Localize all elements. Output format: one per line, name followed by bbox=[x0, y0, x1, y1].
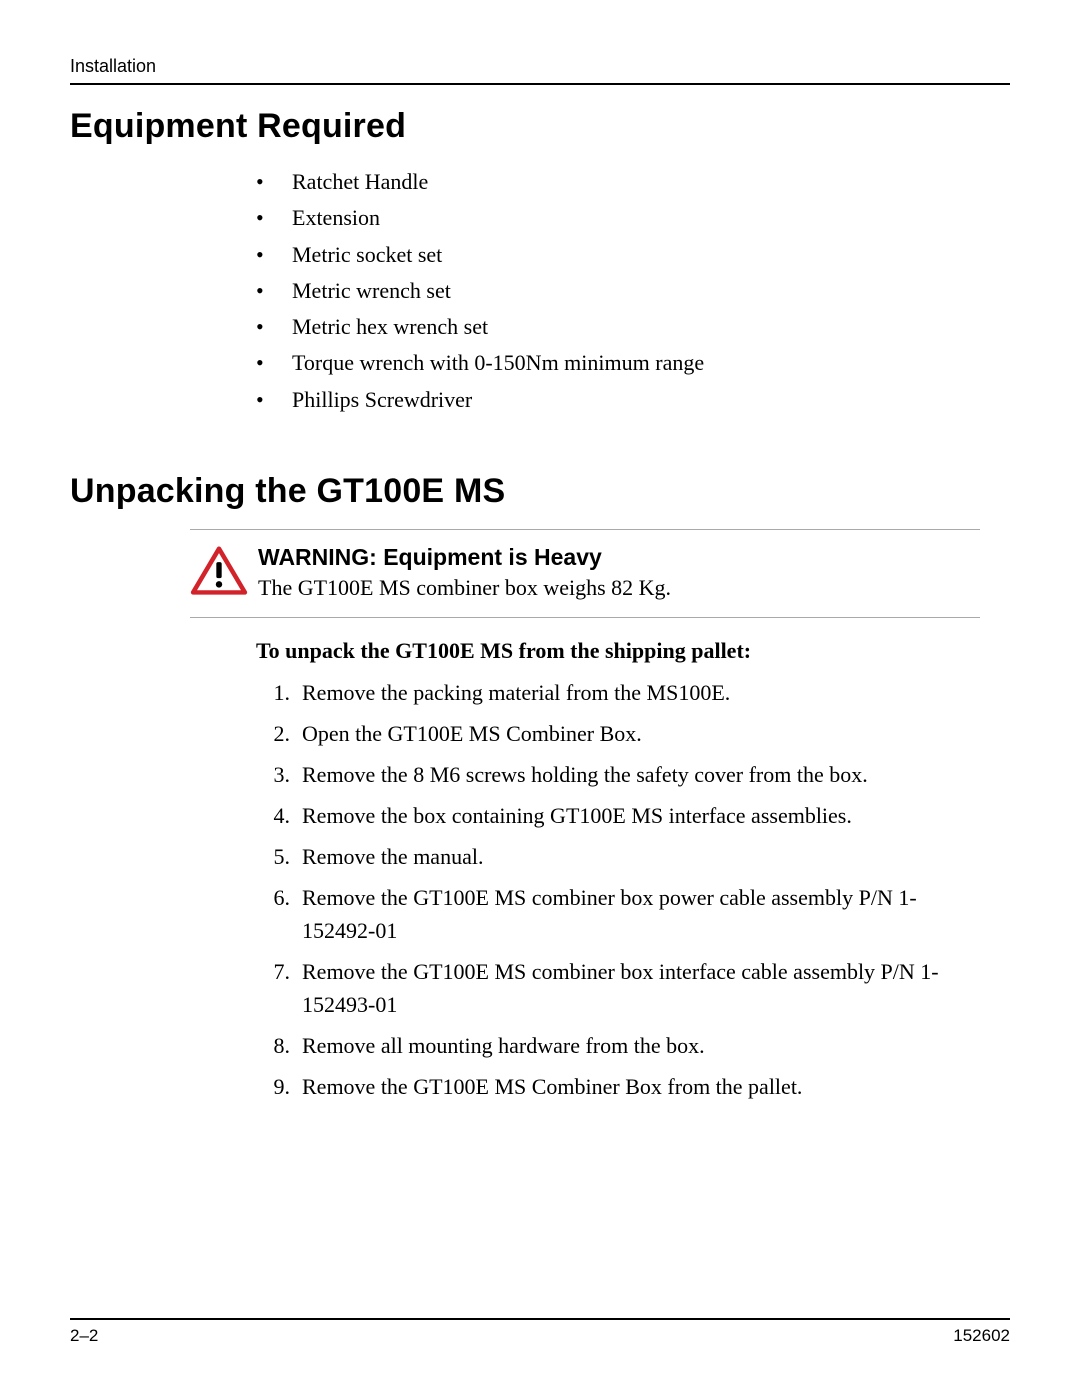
unpacking-heading: Unpacking the GT100E MS bbox=[70, 472, 1010, 511]
list-item: Metric hex wrench set bbox=[256, 309, 980, 345]
warning-block: WARNING: Equipment is Heavy The GT100E M… bbox=[190, 529, 980, 618]
unpack-steps-block: To unpack the GT100E MS from the shippin… bbox=[256, 638, 980, 1103]
unpack-subheading: To unpack the GT100E MS from the shippin… bbox=[256, 638, 980, 664]
warning-title: WARNING: Equipment is Heavy bbox=[258, 544, 671, 571]
list-item: Phillips Screwdriver bbox=[256, 382, 980, 418]
list-item: Remove the GT100E MS combiner box interf… bbox=[256, 955, 980, 1021]
list-item: Open the GT100E MS Combiner Box. bbox=[256, 717, 980, 750]
footer-rule bbox=[70, 1318, 1010, 1320]
page-footer: 2–2 152602 bbox=[70, 1318, 1010, 1346]
list-item: Remove the GT100E MS Combiner Box from t… bbox=[256, 1070, 980, 1103]
list-item: Remove the box containing GT100E MS inte… bbox=[256, 799, 980, 832]
list-item: Torque wrench with 0-150Nm minimum range bbox=[256, 345, 980, 381]
list-item: Remove the 8 M6 screws holding the safet… bbox=[256, 758, 980, 791]
equipment-required-heading: Equipment Required bbox=[70, 107, 1010, 146]
list-item: Remove the packing material from the MS1… bbox=[256, 676, 980, 709]
list-item: Remove all mounting hardware from the bo… bbox=[256, 1029, 980, 1062]
warning-rule-bottom bbox=[190, 617, 980, 618]
running-header: Installation bbox=[70, 56, 1010, 77]
footer-page-number: 2–2 bbox=[70, 1326, 98, 1346]
header-rule bbox=[70, 83, 1010, 85]
warning-body: The GT100E MS combiner box weighs 82 Kg. bbox=[258, 573, 671, 603]
warning-icon bbox=[190, 546, 248, 601]
list-item: Metric socket set bbox=[256, 237, 980, 273]
list-item: Ratchet Handle bbox=[256, 164, 980, 200]
list-item: Extension bbox=[256, 200, 980, 236]
equipment-list: Ratchet Handle Extension Metric socket s… bbox=[256, 164, 980, 418]
list-item: Remove the GT100E MS combiner box power … bbox=[256, 881, 980, 947]
equipment-list-block: Ratchet Handle Extension Metric socket s… bbox=[256, 164, 980, 418]
list-item: Metric wrench set bbox=[256, 273, 980, 309]
footer-doc-number: 152602 bbox=[953, 1326, 1010, 1346]
unpack-steps: Remove the packing material from the MS1… bbox=[256, 676, 980, 1103]
list-item: Remove the manual. bbox=[256, 840, 980, 873]
